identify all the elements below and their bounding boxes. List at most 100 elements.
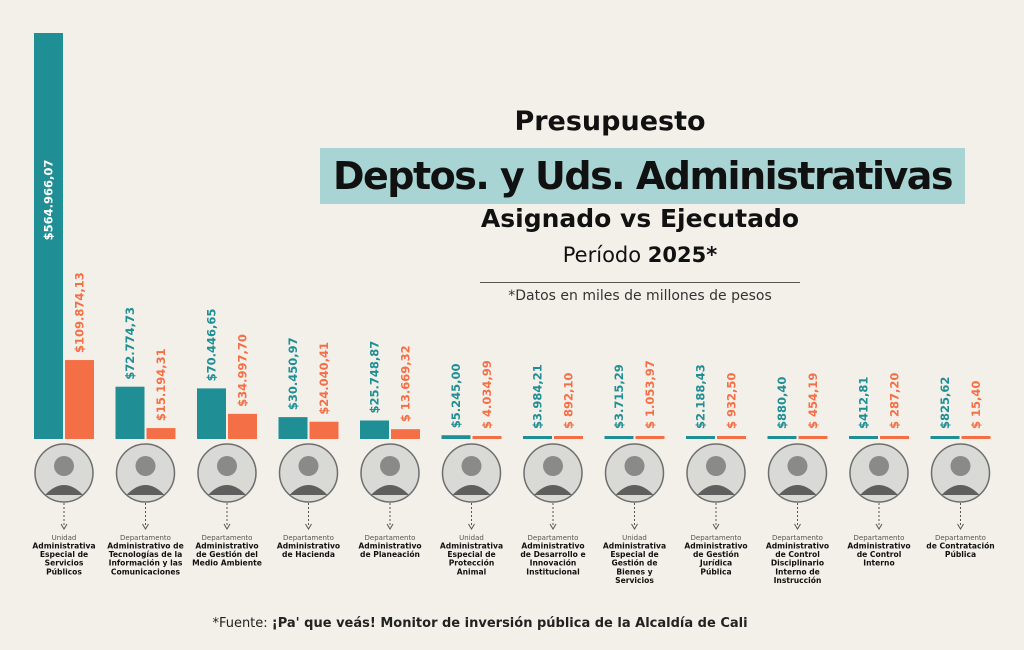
data-label-ejecutado: $15.194,31 [154, 348, 168, 421]
data-label-asignado: $70.446,65 [205, 309, 219, 382]
avatar-head [869, 456, 889, 476]
connector-arrow [468, 523, 475, 530]
data-label-ejecutado: $109.874,13 [73, 272, 87, 353]
period-line: Período 2025* [300, 243, 980, 267]
data-label-asignado: $412,81 [857, 377, 871, 429]
category-name: Disciplinario [771, 559, 824, 568]
bar-ejecutado [228, 413, 257, 439]
avatar-head [461, 456, 482, 476]
avatar-body [289, 485, 328, 495]
bar-ejecutado [961, 436, 991, 439]
bar-asignado [604, 436, 634, 439]
period-label: Período [562, 243, 642, 267]
category-kind: Departamento [283, 534, 334, 542]
connector-arrow [875, 523, 883, 530]
bar-asignado [849, 436, 878, 439]
bar-ejecutado [880, 436, 909, 439]
connector-arrow [549, 523, 557, 530]
category-name: Gestión de [612, 559, 658, 568]
category-name: Pública [700, 567, 731, 576]
bar-asignado [686, 436, 715, 439]
category-name: Administrativo [684, 542, 747, 551]
avatar-body [452, 485, 491, 495]
title-divider [480, 282, 800, 283]
category-name: Administrativo [766, 542, 829, 551]
bar-asignado [441, 435, 471, 439]
avatar-body [371, 485, 409, 495]
category-name: Servicios [615, 576, 654, 585]
chart-title-line1: Presupuesto [514, 106, 706, 137]
bar-asignado [115, 386, 145, 439]
category-name: Interno [863, 559, 894, 568]
category-name: Administrativa [440, 542, 503, 551]
connector-arrow [60, 523, 68, 530]
category-kind: Departamento [120, 534, 171, 542]
avatar-body [778, 485, 817, 495]
category-name: Administrativa [603, 542, 666, 551]
chart-title-highlight: Deptos. y Uds. Administrativas [320, 148, 965, 204]
avatar-head [298, 456, 319, 476]
category-name: Administrativo [358, 542, 421, 551]
bar-asignado [34, 33, 63, 439]
avatar-head [380, 456, 400, 476]
source-text: ¡Pa' que veás! Monitor de inversión públ… [271, 616, 748, 631]
category-name: Públicos [46, 567, 82, 576]
data-label-asignado: $880,40 [775, 377, 789, 429]
category-kind: Departamento [854, 534, 905, 542]
category-name: Jurídica [699, 559, 732, 568]
category-name: Instrucción [774, 576, 822, 585]
data-label-ejecutado: $ 932,50 [725, 373, 739, 429]
connector-arrow [142, 523, 149, 530]
avatar-body [615, 485, 654, 495]
category-name: Animal [457, 567, 487, 576]
data-label-asignado: $5.245,00 [449, 363, 463, 428]
data-label-asignado: $825,62 [938, 377, 952, 429]
category-name: de Gestión del [196, 550, 258, 559]
chart-title-line2: Deptos. y Uds. Administrativas [332, 154, 954, 198]
bar-ejecutado [65, 360, 94, 439]
data-label-ejecutado: $24.040,41 [317, 342, 331, 415]
category-kind: Unidad [52, 534, 77, 542]
bar-ejecutado [309, 421, 339, 439]
category-name: de Control [775, 550, 820, 559]
avatar-head [950, 456, 971, 476]
connector-arrow [305, 523, 312, 530]
data-label-ejecutado: $ 287,20 [888, 373, 902, 429]
category-name: de Desarrollo e [520, 550, 585, 559]
avatar-body [208, 485, 246, 495]
bar-ejecutado [717, 436, 746, 439]
category-kind: Departamento [365, 534, 416, 542]
category-name: de Control [857, 550, 902, 559]
category-name: Administrativo [277, 542, 340, 551]
category-name: Especial de [447, 550, 495, 559]
category-name: Interno de [775, 567, 820, 576]
data-label-ejecutado: $ 1.053,97 [643, 360, 657, 429]
data-label-asignado: $2.188,43 [694, 364, 708, 429]
data-label-asignado: $72.774,73 [123, 307, 137, 380]
avatar-body [45, 485, 83, 495]
data-label-ejecutado: $ 13.669,32 [399, 345, 413, 422]
avatar-head [787, 456, 808, 476]
bar-ejecutado [391, 429, 420, 439]
category-name: Comunicaciones [111, 567, 181, 576]
period-year: 2025* [647, 243, 718, 267]
avatar-head [624, 456, 645, 476]
connector-arrow [712, 523, 720, 530]
avatar-body [697, 485, 735, 495]
category-kind: Departamento [528, 534, 579, 542]
category-name: Innovación [530, 559, 577, 568]
category-name: Medio Ambiente [192, 559, 262, 568]
avatar-body [860, 485, 898, 495]
data-label-asignado: $3.984,21 [531, 364, 545, 429]
connector-arrow [794, 523, 801, 530]
units-note: *Datos en miles de millones de pesos [508, 288, 772, 304]
category-kind: Departamento [772, 534, 823, 542]
category-name: Pública [945, 550, 976, 559]
category-name: Especial de [40, 550, 88, 559]
avatar-head [706, 456, 726, 476]
source-prefix: *Fuente: [212, 616, 272, 631]
category-name: Servicios [45, 559, 84, 568]
category-kind: Unidad [459, 534, 484, 542]
data-label-asignado: $3.715,29 [612, 364, 626, 429]
